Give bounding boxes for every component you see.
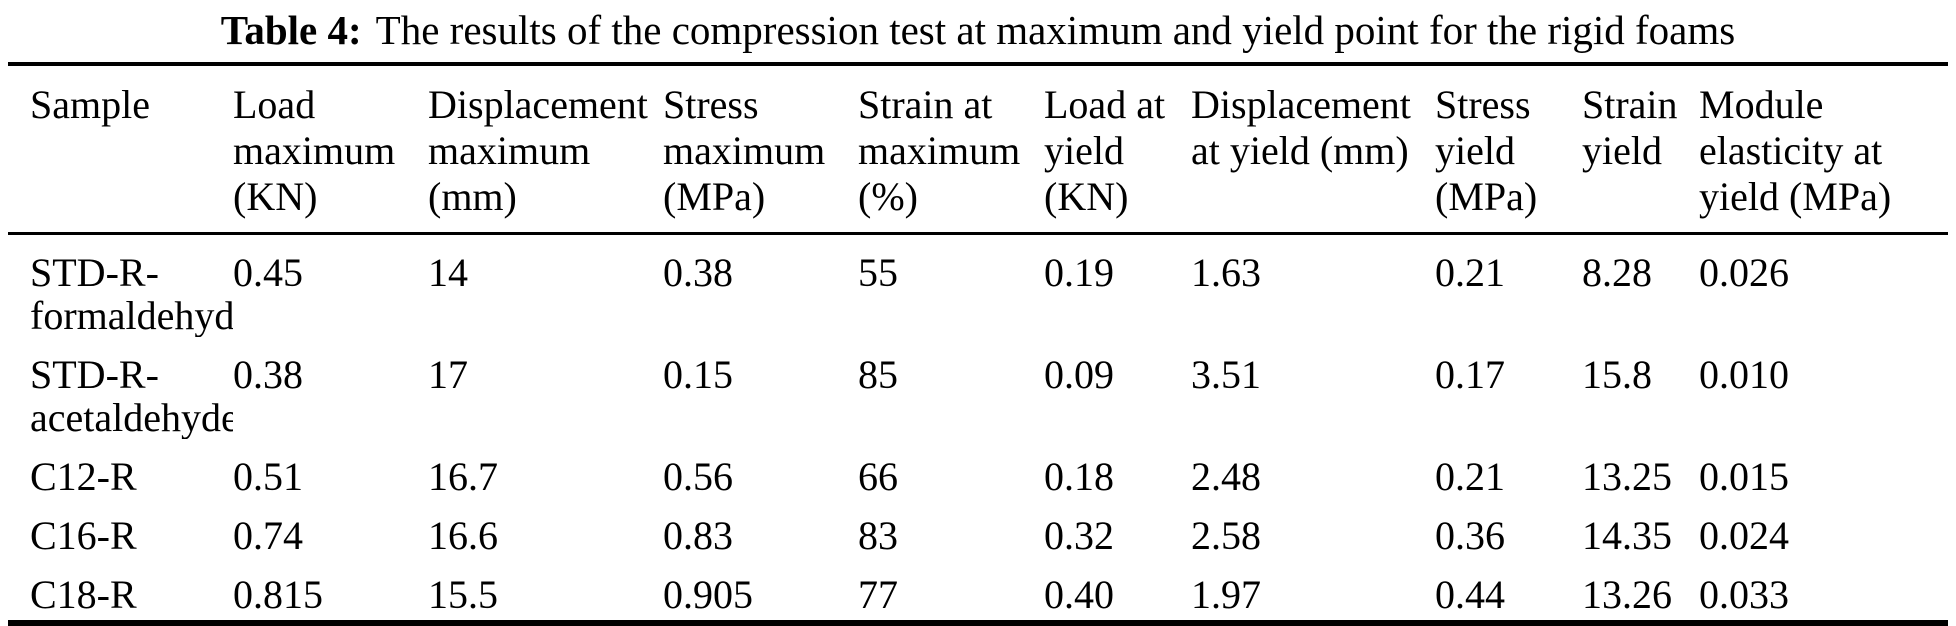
value-cell: 0.38 — [663, 250, 733, 295]
value-cell: 0.15 — [663, 352, 733, 397]
value-cell: 14.35 — [1582, 513, 1672, 557]
value-cell: 0.56 — [663, 454, 733, 498]
table-row-c16-r: C16-R 0.74 16.6 0.83 83 0.32 2.58 0.36 1… — [8, 498, 1948, 557]
value-cell: 0.36 — [1435, 513, 1505, 557]
value-cell: 1.63 — [1191, 250, 1261, 295]
column-header-strain-yield: Strain yield — [1582, 82, 1678, 173]
value-cell: 77 — [858, 572, 898, 617]
value-cell: 66 — [858, 454, 898, 498]
value-cell: 2.58 — [1191, 513, 1261, 557]
value-cell: 0.21 — [1435, 250, 1505, 295]
column-header-stress-yield: Stress yield (MPa) — [1435, 82, 1538, 219]
value-cell: 0.38 — [233, 352, 303, 397]
value-cell: 8.28 — [1582, 250, 1652, 295]
table-caption-text: The results of the compression test at m… — [375, 7, 1736, 53]
value-cell: 15.5 — [428, 572, 498, 617]
table-caption-label: Table 4: — [220, 7, 362, 53]
value-cell: 0.09 — [1044, 352, 1114, 397]
value-cell: 0.033 — [1699, 572, 1789, 617]
value-cell: 0.026 — [1699, 250, 1789, 295]
value-cell: 85 — [858, 352, 898, 397]
sample-cell: C18-R — [30, 572, 137, 617]
value-cell: 0.44 — [1435, 572, 1505, 617]
value-cell: 0.905 — [663, 572, 753, 617]
header-row: Sample Load maximum (KN) Displacement ma… — [8, 64, 1948, 234]
table-row-std-r-formaldehyde: STD-R- formaldehyde 0.45 14 0.38 55 0.19… — [8, 234, 1948, 338]
value-cell: 0.024 — [1699, 513, 1789, 557]
value-cell: 0.45 — [233, 250, 303, 295]
column-header-displacement-maximum: Displacement maximum (mm) — [428, 82, 648, 219]
column-header-load-maximum: Load maximum (KN) — [233, 82, 396, 219]
table-row-c18-r: C18-R 0.815 15.5 0.905 77 0.40 1.97 0.44… — [8, 557, 1948, 623]
table-row-std-r-acetaldehyde: STD-R- acetaldehyde 0.38 17 0.15 85 0.09… — [8, 337, 1948, 439]
value-cell: 16.7 — [428, 454, 498, 498]
value-cell: 0.21 — [1435, 454, 1505, 498]
value-cell: 0.74 — [233, 513, 303, 557]
sample-cell: STD-R- acetaldehyde — [30, 352, 233, 439]
column-header-sample: Sample — [30, 82, 150, 127]
column-header-strain-at-maximum: Strain at maximum (%) — [858, 82, 1021, 219]
sample-cell: C16-R — [30, 513, 137, 557]
value-cell: 0.015 — [1699, 454, 1789, 498]
sample-cell: C12-R — [30, 454, 137, 498]
value-cell: 1.97 — [1191, 572, 1261, 617]
value-cell: 15.8 — [1582, 352, 1652, 397]
value-cell: 0.815 — [233, 572, 323, 617]
value-cell: 13.25 — [1582, 454, 1672, 498]
value-cell: 0.83 — [663, 513, 733, 557]
value-cell: 2.48 — [1191, 454, 1261, 498]
value-cell: 83 — [858, 513, 898, 557]
value-cell: 55 — [858, 250, 898, 295]
column-header-displacement-at-yield: Displacement at yield (mm) — [1191, 82, 1411, 173]
column-header-stress-maximum: Stress maximum (MPa) — [663, 82, 826, 219]
value-cell: 0.51 — [233, 454, 303, 498]
column-header-module-elasticity: Module elasticity at yield (MPa) — [1699, 82, 1892, 219]
table-row-c12-r: C12-R 0.51 16.7 0.56 66 0.18 2.48 0.21 1… — [8, 439, 1948, 498]
value-cell: 14 — [428, 250, 468, 295]
value-cell: 0.010 — [1699, 352, 1789, 397]
table-caption: Table 4: The results of the compression t… — [0, 0, 1956, 56]
sample-cell: STD-R- formaldehyde — [30, 250, 233, 337]
value-cell: 0.17 — [1435, 352, 1505, 397]
value-cell: 0.19 — [1044, 250, 1114, 295]
value-cell: 16.6 — [428, 513, 498, 557]
compression-results-table: Sample Load maximum (KN) Displacement ma… — [8, 62, 1948, 626]
value-cell: 0.32 — [1044, 513, 1114, 557]
value-cell: 0.18 — [1044, 454, 1114, 498]
value-cell: 3.51 — [1191, 352, 1261, 397]
value-cell: 17 — [428, 352, 468, 397]
value-cell: 0.40 — [1044, 572, 1114, 617]
value-cell: 13.26 — [1582, 572, 1672, 617]
column-header-load-at-yield: Load at yield (KN) — [1044, 82, 1166, 219]
